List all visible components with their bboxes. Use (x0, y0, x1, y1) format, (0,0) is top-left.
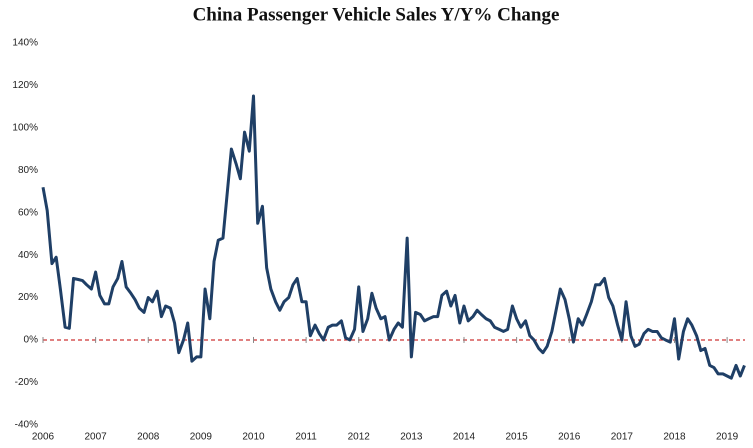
x-tick-label: 2012 (348, 432, 371, 443)
data-line (41, 94, 746, 380)
y-tick-label: -20% (15, 377, 38, 388)
x-tick-label: 2009 (190, 432, 213, 443)
y-tick-label: 0% (24, 335, 39, 346)
y-tick-label: 100% (12, 122, 38, 133)
y-tick-label: 60% (18, 207, 38, 218)
y-tick-label: 140% (12, 38, 38, 49)
x-tick-label: 2007 (84, 432, 107, 443)
x-tick-label: 2019 (716, 432, 739, 443)
x-tick-label: 2014 (453, 432, 476, 443)
y-tick-label: 40% (18, 250, 38, 261)
x-tick-label: 2010 (242, 432, 265, 443)
x-tick-label: 2015 (505, 432, 528, 443)
x-tick-label: 2008 (137, 432, 160, 443)
x-tick-label: 2011 (295, 432, 317, 443)
x-tick-label: 2013 (400, 432, 423, 443)
x-tick-label: 2016 (558, 432, 581, 443)
y-tick-label: 120% (12, 80, 38, 91)
y-tick-label: 80% (18, 165, 38, 176)
x-tick-label: 2018 (663, 432, 686, 443)
chart-title: China Passenger Vehicle Sales Y/Y% Chang… (193, 4, 560, 25)
x-tick-label: 2006 (32, 432, 55, 443)
x-tick-label: 2017 (611, 432, 634, 443)
y-tick-label: -40% (15, 419, 38, 430)
y-tick-label: 20% (18, 292, 38, 303)
